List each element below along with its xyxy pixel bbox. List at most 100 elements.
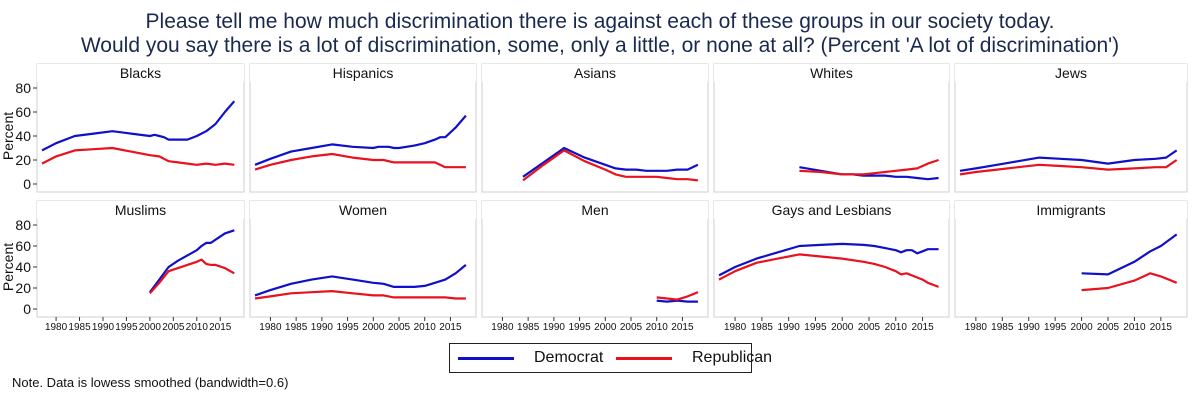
panel-header-blacks (37, 64, 244, 82)
x-tick-label: 2010 (885, 322, 908, 333)
chart-title-line-2: Would you say there is a lot of discrimi… (80, 34, 1120, 57)
y-tick-label: 20 (15, 280, 31, 296)
x-tick-label: 1985 (517, 322, 540, 333)
panel-frame-immigrants (954, 200, 1188, 318)
legend-label-republican: Republican (692, 349, 773, 366)
x-tick-label: 1990 (778, 322, 801, 333)
x-tick-label: 2000 (139, 322, 162, 333)
x-tick-label: 2015 (209, 322, 232, 333)
x-tick-label: 2015 (911, 322, 934, 333)
footnote: Note. Data is lowess smoothed (bandwidth… (12, 375, 289, 390)
legend: Democrat Republican (449, 343, 772, 373)
panel-frame-men (481, 200, 709, 318)
series-line-republican-hispanics (254, 152, 466, 171)
series-line-democrat-blacks (41, 100, 236, 152)
x-tick-label: 1985 (68, 322, 91, 333)
y-tick-label: 80 (15, 217, 31, 233)
series-line-republican-men (656, 291, 699, 301)
x-tick-label: 1995 (336, 322, 359, 333)
panel-title-immigrants: Immigrants (1036, 202, 1105, 218)
x-tick-label: 2005 (388, 322, 411, 333)
legend-swatch-republican (616, 356, 672, 360)
panel-title-hispanics: Hispanics (333, 65, 394, 81)
panel-frame-muslims (36, 200, 245, 318)
panel-title-men: Men (581, 202, 608, 218)
panel-title-gays-and-lesbians: Gays and Lesbians (772, 202, 892, 218)
chart-title-line-1: Please tell me how much discrimination t… (145, 10, 1055, 33)
x-tick-label: 2005 (1097, 322, 1120, 333)
y-tick-label: 80 (15, 80, 31, 96)
y-tick-label: 0 (23, 176, 31, 192)
y-tick-label: 20 (15, 152, 31, 168)
series-line-democrat-muslims (149, 229, 235, 293)
panel-header-gays-and-lesbians (714, 201, 949, 219)
series-line-republican-whites (799, 158, 939, 176)
x-tick-label: 1980 (259, 322, 282, 333)
panel-frame-jews (954, 63, 1188, 193)
y-tick-label: 40 (15, 259, 31, 275)
x-tick-label: 1990 (543, 322, 566, 333)
panel-frame-asians (481, 63, 709, 193)
series-line-democrat-immigrants (1081, 233, 1178, 276)
y-tick-label: 60 (15, 104, 31, 120)
x-tick-label: 1980 (491, 322, 514, 333)
x-tick-label: 2000 (362, 322, 385, 333)
x-tick-label: 1980 (965, 322, 988, 333)
series-line-republican-muslims (149, 258, 235, 295)
panel-title-jews: Jews (1055, 65, 1087, 81)
panel-title-women: Women (339, 202, 387, 218)
y-tick-label: 0 (23, 301, 31, 317)
panel-header-men (482, 201, 708, 219)
x-tick-label: 2005 (162, 322, 185, 333)
panel-header-whites (714, 64, 949, 82)
panel-title-blacks: Blacks (120, 65, 161, 81)
x-tick-label: 2000 (594, 322, 617, 333)
x-tick-label: 2005 (620, 322, 643, 333)
panel-header-muslims (37, 201, 244, 219)
x-tick-label: 2005 (858, 322, 881, 333)
series-line-republican-asians (522, 149, 699, 182)
legend-item-republican: Republican (616, 344, 772, 372)
panel-header-asians (482, 64, 708, 82)
series-line-democrat-hispanics (254, 114, 467, 166)
x-tick-label: 1990 (311, 322, 334, 333)
panel-title-muslims: Muslims (115, 202, 166, 218)
x-tick-label: 1980 (724, 322, 747, 333)
x-tick-label: 1990 (92, 322, 115, 333)
panel-header-hispanics (250, 64, 476, 82)
legend-swatch-democrat (458, 356, 514, 360)
y-axis-label: Percent (0, 112, 16, 160)
x-tick-label: 1980 (45, 322, 68, 333)
panel-header-immigrants (955, 201, 1187, 219)
series-line-democrat-asians (522, 146, 699, 178)
x-tick-label: 1985 (751, 322, 774, 333)
series-line-republican-women (254, 290, 466, 300)
x-tick-label: 2015 (439, 322, 462, 333)
series-line-republican-jews (959, 159, 1178, 176)
panel-header-women (250, 201, 476, 219)
x-tick-label: 1995 (1044, 322, 1067, 333)
x-tick-label: 2010 (414, 322, 437, 333)
series-line-republican-gays-and-lesbians (718, 253, 939, 288)
panel-frame-hispanics (249, 63, 477, 193)
legend-item-democrat: Democrat (458, 344, 603, 372)
x-tick-label: 1985 (991, 322, 1014, 333)
x-tick-label: 1995 (804, 322, 827, 333)
y-axis-label: Percent (0, 243, 16, 291)
series-line-republican-immigrants (1081, 272, 1178, 292)
y-tick-label: 40 (15, 128, 31, 144)
x-tick-label: 2010 (646, 322, 669, 333)
panel-frame-whites (713, 63, 950, 193)
small-multiples-plot: Blacks 0 20 40 60 80 Percent Hispanics Asians Whi… (0, 63, 1188, 333)
panel-frame-blacks (36, 63, 245, 193)
x-tick-label: 2000 (1070, 322, 1093, 333)
x-tick-label: 2010 (186, 322, 209, 333)
series-line-democrat-men (656, 299, 698, 303)
panel-header-jews (955, 64, 1187, 82)
x-tick-label: 1990 (1018, 322, 1041, 333)
y-tick-label: 60 (15, 238, 31, 254)
series-line-democrat-jews (959, 149, 1178, 172)
x-tick-label: 2015 (671, 322, 694, 333)
x-tick-label: 2000 (831, 322, 854, 333)
